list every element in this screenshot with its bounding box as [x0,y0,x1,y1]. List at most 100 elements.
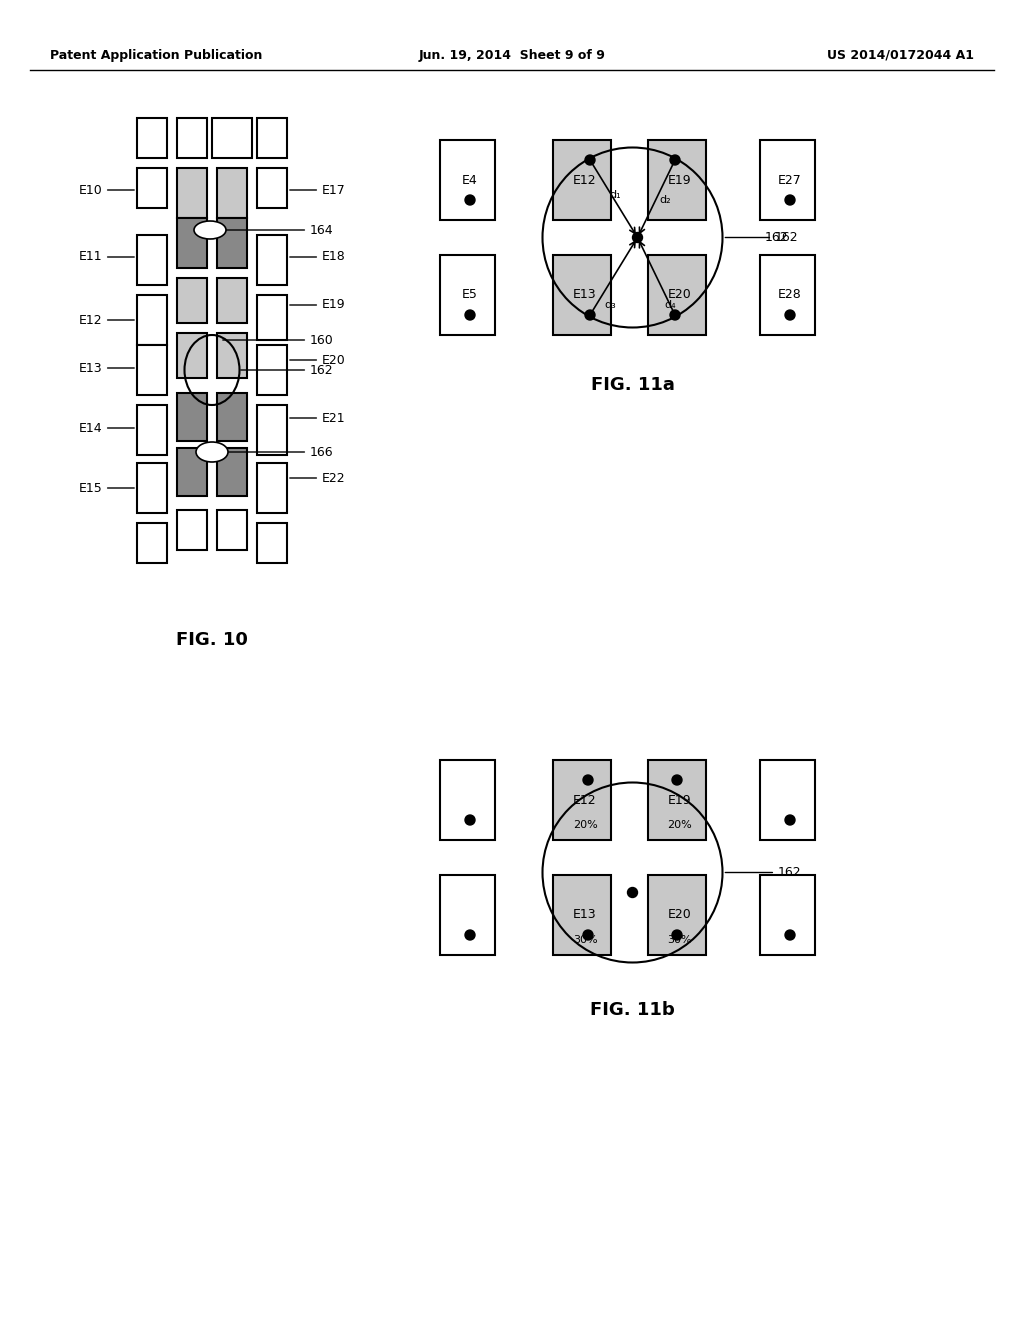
Bar [760,875,815,954]
Bar [553,140,611,220]
Text: E19: E19 [290,298,346,312]
Bar [760,760,815,840]
Text: FIG. 11a: FIG. 11a [591,376,675,393]
Bar [137,523,167,564]
Bar [648,760,706,840]
Ellipse shape [194,220,226,239]
Text: 164: 164 [223,223,334,236]
Circle shape [670,310,680,319]
Bar [137,463,167,513]
Text: E10: E10 [78,183,134,197]
Text: E11: E11 [79,251,134,264]
Text: 30%: 30% [572,935,597,945]
Text: 162: 162 [765,231,788,244]
Bar [257,463,287,513]
Circle shape [585,154,595,165]
Text: E13: E13 [573,908,597,921]
Text: E15: E15 [78,482,134,495]
Text: E18: E18 [290,251,346,264]
Text: 166: 166 [223,446,334,458]
Text: 162: 162 [725,231,799,244]
Bar [177,117,207,158]
Text: E22: E22 [290,471,346,484]
Bar [440,255,495,335]
Text: E19: E19 [669,173,692,186]
Text: 162: 162 [241,363,334,376]
Bar [217,510,247,550]
Bar [137,235,167,285]
Text: 20%: 20% [668,820,692,830]
Bar [217,279,247,323]
Text: 30%: 30% [668,935,692,945]
Bar [257,168,287,209]
Bar [648,875,706,954]
Text: E28: E28 [778,289,802,301]
Bar [760,140,815,220]
Bar [257,294,287,341]
Text: 160: 160 [223,334,334,346]
Circle shape [785,931,795,940]
Ellipse shape [196,442,228,462]
Bar [217,168,247,218]
Bar [217,447,247,496]
Text: US 2014/0172044 A1: US 2014/0172044 A1 [827,49,974,62]
Bar [177,218,207,268]
Text: Jun. 19, 2014  Sheet 9 of 9: Jun. 19, 2014 Sheet 9 of 9 [419,49,605,62]
Bar [553,760,611,840]
Bar [137,345,167,395]
Bar [177,333,207,378]
Circle shape [672,931,682,940]
Bar [760,255,815,335]
Circle shape [672,775,682,785]
Text: d₃: d₃ [604,300,615,310]
Text: E12: E12 [573,173,597,186]
Bar [137,117,167,158]
Text: E20: E20 [290,354,346,367]
Bar [648,140,706,220]
Circle shape [465,195,475,205]
Circle shape [633,232,642,243]
Text: Patent Application Publication: Patent Application Publication [50,49,262,62]
Circle shape [785,814,795,825]
Text: E20: E20 [668,908,692,921]
Text: E17: E17 [290,183,346,197]
Bar [217,333,247,378]
Circle shape [465,814,475,825]
Bar [257,235,287,285]
Text: E19: E19 [669,793,692,807]
Circle shape [583,931,593,940]
Bar [553,875,611,954]
Text: E20: E20 [668,289,692,301]
Text: E13: E13 [573,289,597,301]
Circle shape [465,931,475,940]
Text: E14: E14 [79,421,134,434]
Bar [177,447,207,496]
Text: E13: E13 [79,362,134,375]
Bar [217,218,247,268]
Bar [137,294,167,345]
Text: 162: 162 [725,866,802,879]
Text: E4: E4 [462,173,478,186]
Bar [648,255,706,335]
Bar [440,760,495,840]
Bar [177,393,207,441]
Bar [257,405,287,455]
Text: E12: E12 [79,314,134,326]
Text: E12: E12 [573,793,597,807]
Circle shape [628,887,638,898]
Circle shape [670,154,680,165]
Bar [553,255,611,335]
Text: d₁: d₁ [609,190,621,201]
Bar [257,345,287,395]
Circle shape [465,310,475,319]
Bar [212,117,252,158]
Bar [137,168,167,209]
Circle shape [785,195,795,205]
Bar [137,405,167,455]
Circle shape [583,775,593,785]
Text: FIG. 11b: FIG. 11b [590,1001,675,1019]
Bar [440,140,495,220]
Bar [257,523,287,564]
Bar [177,510,207,550]
Bar [177,168,207,218]
